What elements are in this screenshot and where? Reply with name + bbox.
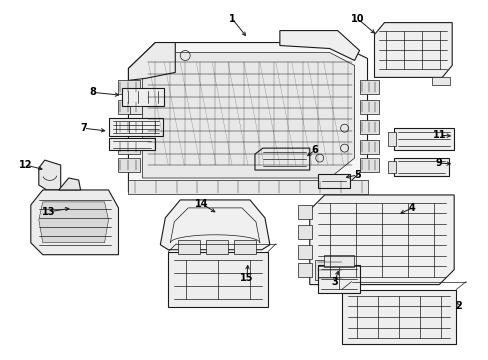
Bar bbox=[359, 140, 379, 154]
Polygon shape bbox=[31, 190, 118, 255]
Bar bbox=[359, 158, 379, 172]
Text: 8: 8 bbox=[89, 87, 96, 97]
Bar bbox=[297, 245, 311, 259]
Bar bbox=[122, 88, 164, 106]
Text: 15: 15 bbox=[240, 273, 253, 283]
Bar bbox=[387, 132, 396, 146]
Text: 10: 10 bbox=[350, 14, 364, 24]
Bar bbox=[317, 265, 359, 293]
Bar bbox=[359, 100, 379, 114]
Text: 1: 1 bbox=[228, 14, 235, 24]
Bar bbox=[234, 240, 255, 254]
Bar bbox=[394, 128, 453, 150]
Bar bbox=[297, 205, 311, 219]
Bar bbox=[128, 180, 367, 194]
Polygon shape bbox=[309, 195, 453, 285]
Polygon shape bbox=[39, 160, 61, 190]
Bar bbox=[178, 240, 200, 254]
Bar bbox=[297, 225, 311, 239]
Bar bbox=[118, 100, 140, 114]
Bar bbox=[431, 77, 449, 85]
Bar bbox=[297, 263, 311, 276]
Bar bbox=[359, 80, 379, 94]
Bar bbox=[130, 106, 142, 114]
Bar bbox=[394, 158, 448, 176]
Text: 13: 13 bbox=[42, 207, 56, 217]
Bar bbox=[317, 174, 349, 188]
Bar bbox=[118, 140, 140, 154]
Bar bbox=[359, 120, 379, 134]
Bar bbox=[118, 80, 140, 94]
Polygon shape bbox=[128, 42, 367, 192]
Text: 3: 3 bbox=[330, 276, 337, 287]
Bar bbox=[108, 138, 155, 150]
Text: 14: 14 bbox=[195, 199, 208, 209]
Text: 6: 6 bbox=[311, 145, 318, 155]
Bar bbox=[387, 161, 396, 173]
Bar bbox=[168, 252, 267, 306]
Polygon shape bbox=[279, 31, 359, 60]
Text: 9: 9 bbox=[435, 158, 442, 168]
Text: 11: 11 bbox=[431, 130, 445, 140]
Bar bbox=[314, 260, 344, 280]
Text: 4: 4 bbox=[408, 203, 415, 213]
Bar bbox=[341, 289, 455, 345]
Bar bbox=[323, 255, 353, 267]
Polygon shape bbox=[39, 202, 108, 243]
Text: 2: 2 bbox=[454, 301, 461, 311]
Bar bbox=[118, 120, 140, 134]
Polygon shape bbox=[59, 178, 81, 190]
Bar bbox=[108, 118, 163, 136]
Polygon shape bbox=[128, 42, 175, 80]
Polygon shape bbox=[160, 200, 269, 250]
Bar bbox=[118, 158, 140, 172]
Text: 12: 12 bbox=[19, 160, 33, 170]
Text: 5: 5 bbox=[353, 170, 360, 180]
Polygon shape bbox=[374, 23, 451, 77]
Polygon shape bbox=[254, 148, 309, 170]
Polygon shape bbox=[142, 53, 354, 178]
Text: 7: 7 bbox=[80, 123, 87, 133]
Bar bbox=[206, 240, 227, 254]
